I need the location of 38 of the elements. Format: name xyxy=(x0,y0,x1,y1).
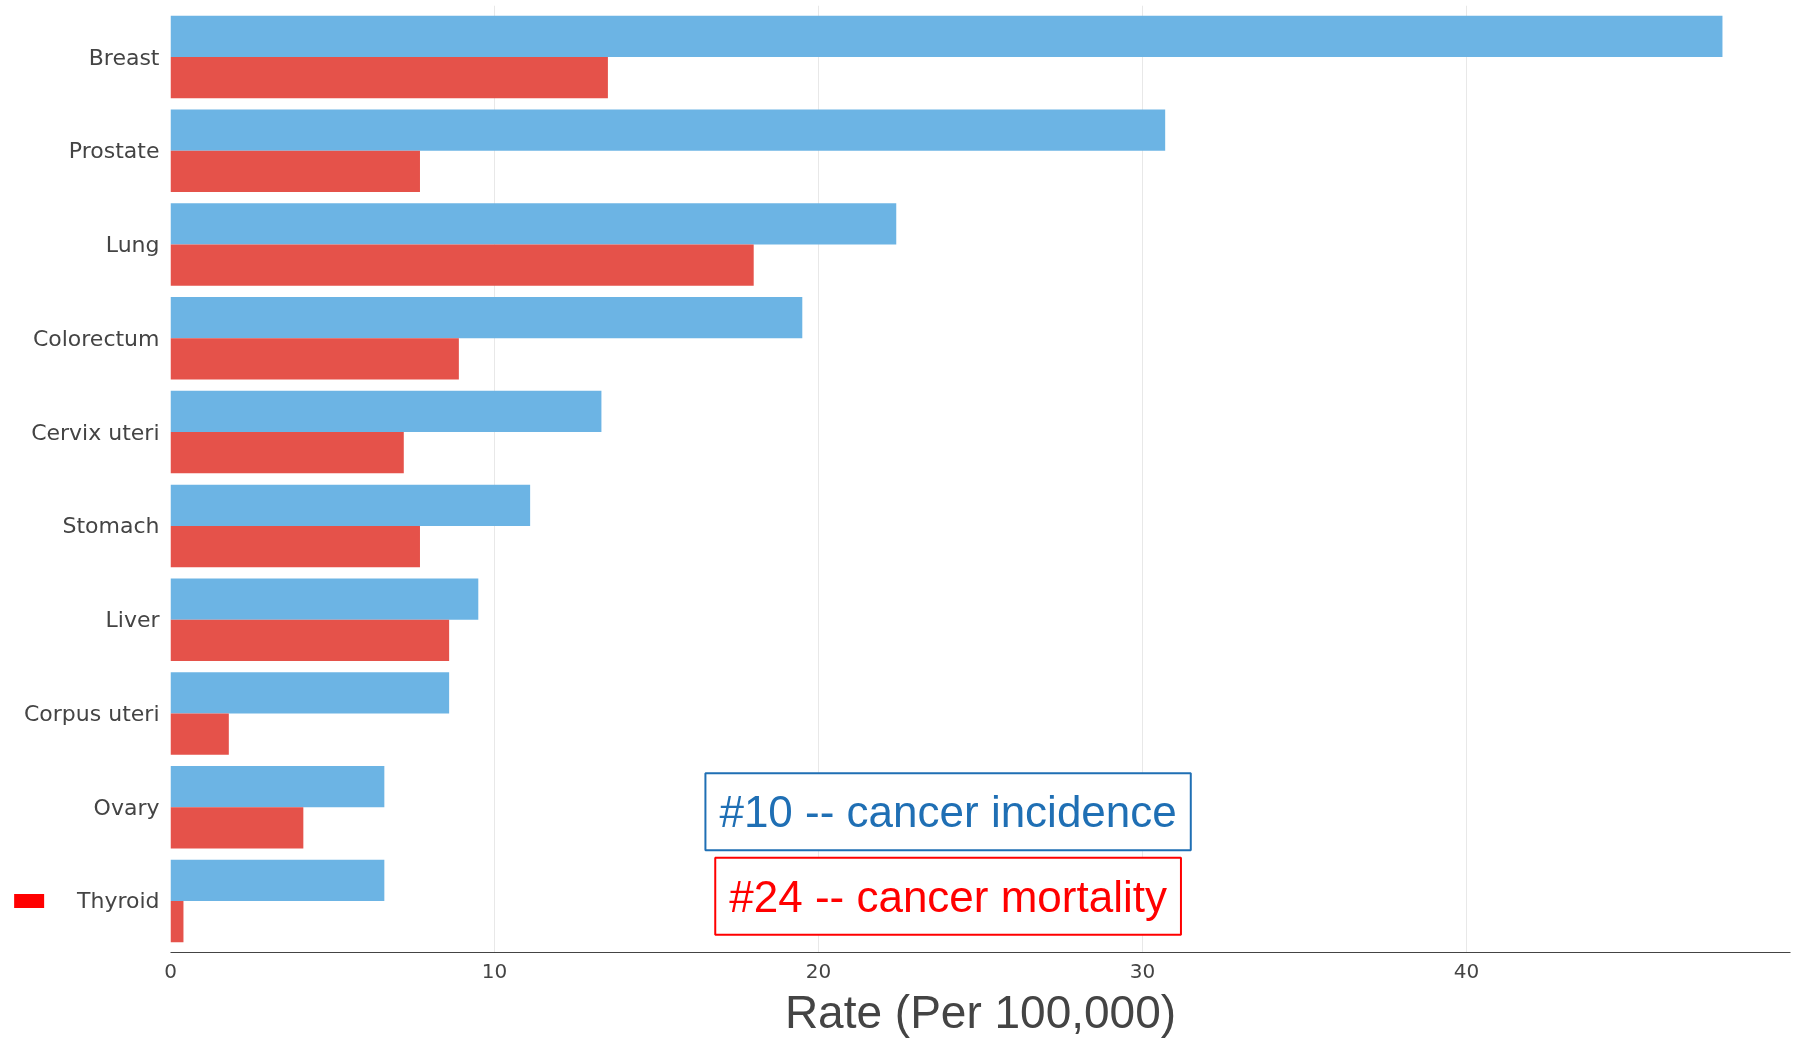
bar xyxy=(170,432,404,474)
x-tick-label: 20 xyxy=(805,958,832,983)
bar xyxy=(170,765,385,808)
bar xyxy=(170,578,479,620)
y-tick-label: Corpus uteri xyxy=(24,700,160,726)
bar xyxy=(170,109,1166,151)
bar xyxy=(170,15,1723,58)
bar xyxy=(170,807,304,849)
y-tick-label: Breast xyxy=(88,44,160,70)
bar xyxy=(170,297,803,339)
y-tick-label: Thyroid xyxy=(76,888,160,914)
bar xyxy=(170,672,450,714)
bar xyxy=(170,859,385,901)
x-tick-label: 40 xyxy=(1453,958,1480,983)
x-tick-label: 10 xyxy=(481,958,508,983)
bar xyxy=(170,338,459,380)
bar xyxy=(170,900,184,943)
y-tick-label: Stomach xyxy=(62,513,160,539)
y-tick-label: Ovary xyxy=(93,794,160,820)
y-tick-label: Cervix uteri xyxy=(31,419,160,445)
y-tick-label: Colorectum xyxy=(32,325,160,351)
bar xyxy=(170,244,754,286)
bar xyxy=(170,713,229,755)
y-tick-label: Liver xyxy=(105,607,161,633)
x-tick-label: 0 xyxy=(164,958,177,983)
bar xyxy=(170,390,602,433)
bar xyxy=(170,57,608,99)
bar xyxy=(170,525,420,568)
bar xyxy=(170,619,450,661)
y-tick-label: Lung xyxy=(105,232,160,258)
bar xyxy=(170,203,897,245)
annotation: #24 -- cancer mortality xyxy=(729,871,1167,921)
bar xyxy=(170,150,420,193)
annotation: #10 -- cancer incidence xyxy=(719,787,1177,837)
x-axis-title: Rate (Per 100,000) xyxy=(784,985,1177,1038)
y-tick-label: Prostate xyxy=(68,138,160,164)
x-tick-label: 30 xyxy=(1129,958,1156,983)
bar xyxy=(170,484,531,526)
